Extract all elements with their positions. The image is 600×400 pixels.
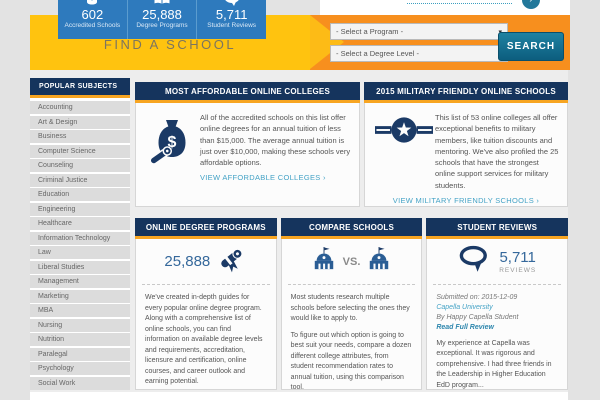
stat-student-reviews: 5,711 Student Reviews: [197, 0, 266, 39]
stat-label: Student Reviews: [207, 22, 257, 29]
school-building-icon: [312, 246, 336, 277]
reviews-count-label: REVIEWS: [499, 267, 537, 274]
banner-title: FIND A SCHOOL: [103, 37, 237, 52]
sidebar-item[interactable]: Education: [30, 188, 130, 201]
sidebar-item[interactable]: Liberal Studies: [30, 260, 130, 274]
stat-value: 25,888: [142, 7, 182, 22]
affordable-colleges-panel: MOST AFFORDABLE ONLINE COLLEGES $: [135, 82, 360, 207]
svg-text:$: $: [168, 134, 177, 151]
sidebar-item[interactable]: Engineering: [30, 202, 130, 216]
view-affordable-colleges-link[interactable]: VIEW AFFORDABLE COLLEGES ›: [200, 173, 326, 183]
view-military-schools-link[interactable]: VIEW MILITARY FRIENDLY SCHOOLS ›: [392, 195, 540, 205]
sidebar-item[interactable]: Art & Design: [30, 115, 130, 129]
program-select[interactable]: - Select a Program - ▾: [330, 23, 508, 40]
panel-description: To figure out which option is going to b…: [290, 331, 412, 392]
sidebar-item[interactable]: Information Technology: [30, 231, 130, 245]
panel-title: COMPARE SCHOOLS: [280, 218, 423, 239]
sidebar-item[interactable]: Law: [30, 246, 130, 259]
sidebar-item[interactable]: Marketing: [30, 289, 130, 303]
panel-description: This list of 53 online colleges all offe…: [435, 113, 559, 190]
stat-label: Degree Programs: [136, 22, 188, 29]
sidebar-item[interactable]: Criminal Justice: [30, 173, 130, 187]
degree-level-select[interactable]: - Select a Degree Level - ▾: [330, 45, 508, 62]
stat-label: Accredited Schools: [64, 22, 121, 29]
review-date: Submitted on: 2015-12-09: [436, 294, 518, 301]
view-all-link[interactable]: VIEW ALL SCHOOLS: [407, 0, 512, 4]
speech-bubble-icon: [197, 0, 266, 7]
panel-description: All of the accredited schools on this li…: [200, 113, 351, 167]
panel-title: STUDENT REVIEWS: [426, 218, 569, 239]
sidebar-item[interactable]: Accounting: [30, 101, 130, 114]
diploma-icon: [217, 244, 247, 279]
top-utility-bar: VIEW ALL SCHOOLS ›: [320, 0, 570, 15]
programs-count: 25,888: [164, 253, 211, 270]
panel-description: Most students research multiple schools …: [290, 294, 410, 322]
content-bottom-strip: [30, 392, 568, 400]
feature-row-bottom: ONLINE DEGREE PROGRAMS 25,888: [135, 218, 569, 391]
military-roundel-icon: [373, 112, 435, 191]
reviews-count: 5,711: [499, 249, 536, 266]
military-friendly-panel: 2015 MILITARY FRIENDLY ONLINE SCHOOLS: [364, 82, 568, 207]
stat-value: 602: [81, 7, 104, 22]
read-full-review-link[interactable]: Read Full Review: [436, 324, 494, 332]
sidebar-item[interactable]: Counseling: [30, 159, 130, 172]
panel-title: MOST AFFORDABLE ONLINE COLLEGES: [135, 82, 360, 103]
sidebar-accent-bar: [30, 95, 130, 98]
sidebar-item[interactable]: Business: [30, 130, 130, 143]
popular-subjects-sidebar: POPULAR SUBJECTS Accounting Art & Design B…: [30, 78, 130, 391]
sidebar-item[interactable]: MBA: [30, 304, 130, 317]
review-excerpt: My experience at Capella was exceptional…: [436, 339, 552, 389]
stats-bar: 602 Accredited Schools 25,888 Degree Pro…: [58, 0, 266, 39]
sidebar-item[interactable]: Computer Science: [30, 144, 130, 158]
panel-title: ONLINE DEGREE PROGRAMS: [135, 218, 277, 239]
sidebar-item[interactable]: Paralegal: [30, 347, 130, 361]
search-button[interactable]: SEARCH: [498, 32, 564, 61]
sidebar-item[interactable]: Nutrition: [30, 333, 130, 346]
compare-schools-panel: COMPARE SCHOOLS: [280, 218, 423, 391]
degree-programs-panel: ONLINE DEGREE PROGRAMS 25,888: [135, 218, 277, 390]
student-reviews-panel: STUDENT REVIEWS 5,711 REVIEWS Su: [426, 218, 569, 390]
graduation-cap-icon: [58, 0, 127, 7]
panel-description: We've created in-depth guides for every …: [145, 294, 263, 385]
search-form: - Select a Program - ▾ - Select a Degree…: [330, 23, 508, 67]
sidebar-item[interactable]: Healthcare: [30, 217, 130, 230]
money-bag-icon: $: [144, 112, 200, 182]
school-building-icon: [367, 246, 391, 277]
sidebar-item[interactable]: Social Work: [30, 376, 130, 390]
sidebar-title: POPULAR SUBJECTS: [30, 78, 130, 95]
stat-value: 5,711: [215, 7, 248, 22]
sidebar-item[interactable]: Nursing: [30, 318, 130, 332]
speech-bubble-icon: [458, 245, 492, 278]
review-author: By Happy Capella Student: [436, 314, 519, 322]
panel-title: 2015 MILITARY FRIENDLY ONLINE SCHOOLS: [364, 82, 568, 103]
review-school-link[interactable]: Capella University: [436, 304, 493, 312]
sidebar-item[interactable]: Management: [30, 275, 130, 288]
stat-degree-programs: 25,888 Degree Programs: [128, 0, 198, 39]
stat-accredited-schools: 602 Accredited Schools: [58, 0, 128, 39]
open-book-icon: [128, 0, 197, 7]
arrow-circle-icon[interactable]: ›: [522, 0, 540, 9]
vs-label: VS.: [342, 255, 361, 268]
sidebar-list: Accounting Art & Design Business Computer S…: [30, 98, 130, 390]
degree-select-value: - Select a Degree Level -: [336, 49, 419, 58]
program-select-value: - Select a Program -: [336, 27, 404, 36]
feature-row-top: MOST AFFORDABLE ONLINE COLLEGES $: [135, 82, 568, 207]
sidebar-item[interactable]: Psychology: [30, 362, 130, 375]
